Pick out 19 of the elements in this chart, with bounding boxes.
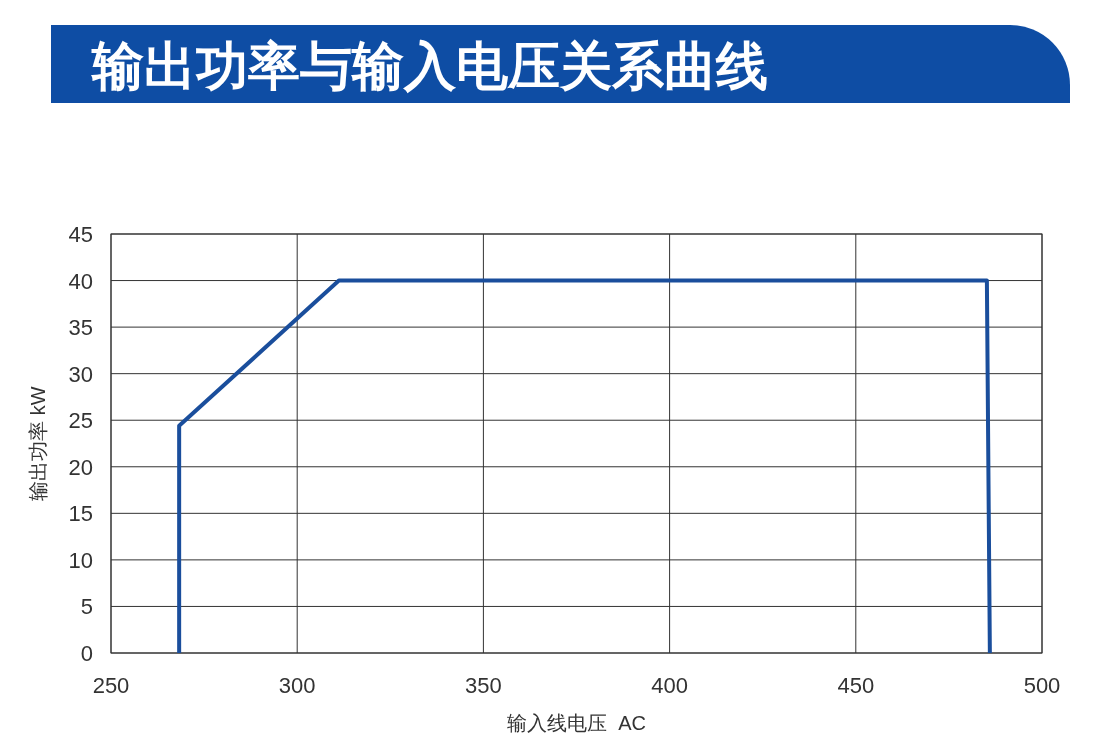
x-tick-label: 450 (837, 673, 875, 698)
y-tick-label: 5 (80, 594, 93, 620)
y-tick-label: 25 (68, 408, 93, 434)
y-tick-label: 40 (68, 268, 93, 294)
y-tick-label: 45 (68, 222, 93, 247)
y-tick-label: 20 (68, 454, 93, 480)
y-tick-label: 30 (68, 361, 93, 387)
chart-title: 输出功率与输入电压关系曲线 (91, 37, 768, 95)
y-axis-title: 输出功率 kW (27, 386, 49, 501)
x-tick-label: 300 (278, 673, 316, 698)
y-tick-label: 10 (68, 547, 93, 573)
x-tick-label: 350 (465, 673, 502, 698)
y-tick-label: 15 (68, 501, 93, 527)
y-tick-label: 35 (68, 315, 93, 341)
x-tick-label: 400 (651, 673, 688, 698)
y-tick-label: 0 (80, 641, 93, 666)
x-axis-title: 输入线电压 AC (507, 712, 646, 734)
x-tick-label: 500 (1023, 673, 1061, 698)
x-tick-label: 250 (92, 673, 130, 698)
